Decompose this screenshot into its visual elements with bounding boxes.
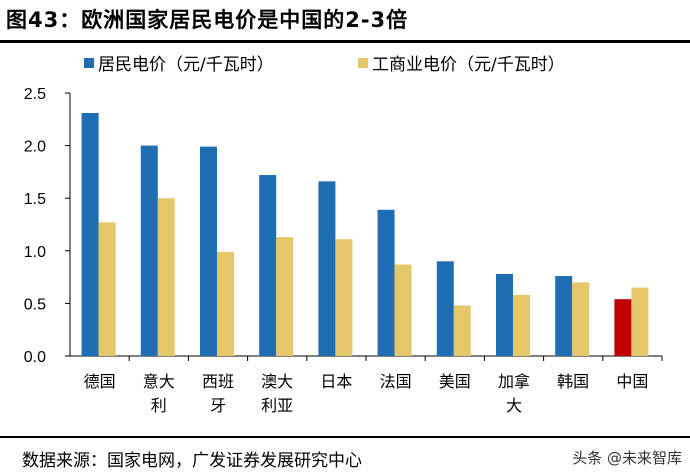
bar-residential — [140, 145, 158, 356]
bar-residential — [200, 146, 217, 356]
y-tick-label: 0.0 — [24, 349, 46, 366]
watermark: 头条 @未来智库 — [572, 449, 682, 467]
x-tick-label: 日本 — [320, 372, 353, 391]
x-tick-label: 法国 — [379, 372, 412, 391]
y-tick-label: 2.0 — [24, 139, 46, 156]
x-tick-label: 美国 — [438, 372, 471, 391]
bar-residential — [614, 299, 632, 356]
bar-commercial — [98, 222, 116, 356]
y-tick-label: 0.5 — [24, 296, 46, 313]
legend-label: 工商业电价（元/千瓦时） — [372, 55, 565, 75]
bar-residential — [377, 209, 395, 356]
y-tick-label: 2.5 — [24, 86, 46, 103]
source-note: 数据来源：国家电网，广发证券发展研究中心 — [22, 451, 362, 471]
y-tick-label: 1.5 — [24, 191, 46, 208]
x-tick-label: 中国 — [616, 372, 649, 391]
legend-item-residential: 居民电价（元/千瓦时） — [84, 50, 274, 75]
bar-residential — [318, 181, 336, 356]
bar-commercial — [335, 239, 353, 356]
legend-label: 居民电价（元/千瓦时） — [98, 55, 274, 75]
title-rule — [0, 40, 690, 43]
bar-commercial — [157, 198, 175, 356]
bar-commercial — [276, 237, 294, 356]
x-tick-label: 西班牙 — [201, 372, 234, 415]
footer-rule — [0, 436, 690, 438]
figure-title: 图43：欧洲国家居民电价是中国的2-3倍 — [6, 8, 409, 32]
x-tick-label: 澳大利亚 — [261, 372, 294, 415]
x-tick-label: 韩国 — [557, 372, 590, 391]
bar-commercial — [453, 305, 471, 356]
bar-residential — [436, 261, 454, 356]
bar-commercial — [394, 264, 412, 356]
x-tick-label: 意大利 — [142, 372, 175, 415]
x-tick-label: 德国 — [83, 372, 116, 391]
bar-residential — [496, 273, 513, 356]
bar-commercial — [631, 287, 649, 356]
legend-swatch — [358, 57, 368, 68]
bar-residential — [555, 276, 573, 356]
x-tick-label: 加拿大 — [497, 372, 530, 415]
bar-commercial — [217, 251, 234, 356]
bar-commercial — [572, 282, 590, 356]
legend-item-commercial: 工商业电价（元/千瓦时） — [358, 50, 565, 75]
bar-residential — [259, 175, 277, 356]
legend-swatch — [84, 57, 94, 68]
bar-residential — [81, 112, 99, 356]
y-tick-label: 1.0 — [24, 244, 46, 261]
bar-commercial — [513, 294, 530, 356]
